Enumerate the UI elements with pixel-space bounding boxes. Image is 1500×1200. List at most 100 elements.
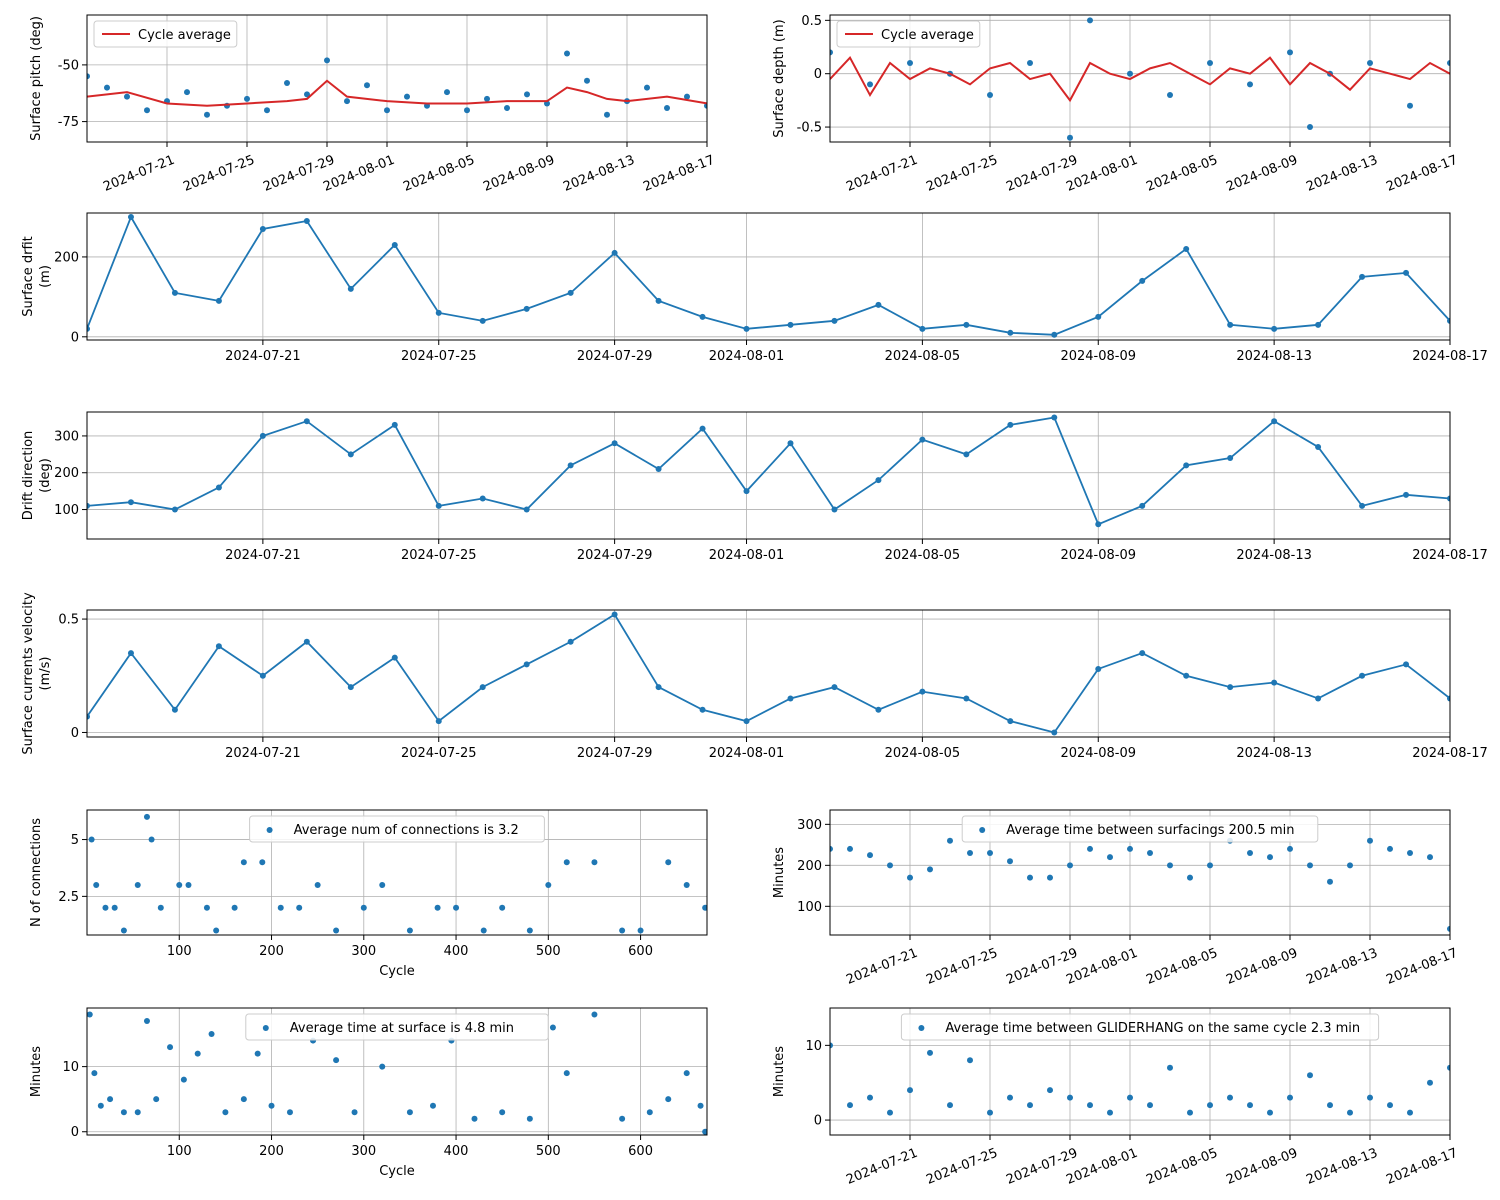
x-tick-label: 2024-08-17 — [1384, 153, 1460, 195]
panel-velocity: 2024-07-21 2024-07-25 2024-07-29 2024-08-01… — [21, 592, 1488, 761]
data-point — [1287, 49, 1293, 56]
data-point — [963, 695, 970, 702]
data-point — [526, 1115, 533, 1122]
data-point — [1403, 491, 1410, 498]
data-point — [787, 440, 794, 447]
data-point — [464, 107, 470, 114]
data-point — [867, 1094, 873, 1101]
data-point — [347, 451, 354, 458]
data-point — [1447, 925, 1450, 932]
y-axis-label: Minutes — [772, 847, 787, 898]
x-tick-label: 2024-08-05 — [1144, 1146, 1220, 1188]
data-point — [303, 418, 310, 425]
data-point — [1187, 874, 1193, 881]
data-point — [1447, 1064, 1450, 1071]
legend-label: Average time between GLIDERHANG on the s… — [945, 1021, 1360, 1036]
x-tick-label: 2024-07-25 — [181, 153, 257, 195]
x-tick-label: 600 — [628, 1144, 653, 1159]
data-point — [684, 93, 690, 100]
data-point — [471, 1115, 478, 1122]
axes-frame — [86, 809, 708, 936]
x-tick-label: 2024-08-13 — [1304, 153, 1380, 195]
data-point — [1067, 134, 1073, 141]
data-point — [646, 1109, 653, 1116]
data-point — [240, 1096, 247, 1103]
data-point — [259, 432, 266, 439]
legend-label: Cycle average — [138, 28, 231, 43]
x-tick-label: 2024-08-17 — [641, 153, 717, 195]
data-point — [887, 862, 893, 869]
data-point — [1107, 854, 1113, 861]
plot-area — [87, 213, 1450, 338]
axes-frame — [829, 14, 1451, 143]
data-point — [927, 866, 933, 873]
y-axis-label: (m/s) — [38, 657, 53, 691]
data-point — [124, 93, 130, 100]
x-tick-label: 2024-07-21 — [844, 153, 920, 195]
data-point — [185, 882, 192, 888]
data-point — [549, 1024, 556, 1031]
data-point — [545, 882, 552, 888]
data-point — [1427, 1079, 1433, 1086]
data-point — [347, 684, 354, 691]
legend-marker-swatch — [918, 1025, 925, 1031]
data-point — [665, 859, 672, 866]
data-point — [143, 813, 150, 820]
data-point — [919, 436, 926, 443]
plot-area — [830, 837, 1450, 932]
x-tick-label: 2024-07-25 — [924, 1146, 1000, 1188]
data-point — [523, 305, 530, 312]
data-point — [222, 1109, 229, 1116]
x-tick-label: 2024-07-25 — [401, 548, 477, 563]
data-point — [875, 477, 882, 484]
data-point — [384, 107, 390, 114]
x-tick-label: 2024-08-09 — [481, 153, 557, 195]
data-point — [907, 60, 913, 67]
data-point — [434, 904, 441, 911]
data-point — [1207, 60, 1213, 67]
data-point — [259, 225, 266, 232]
data-point — [1271, 325, 1278, 332]
x-tick-label: 500 — [536, 944, 561, 959]
data-point — [655, 297, 662, 304]
data-point — [314, 882, 321, 888]
legend-label: Average time between surfacings 200.5 mi… — [1006, 823, 1294, 838]
data-point — [1007, 421, 1014, 428]
data-point — [1447, 60, 1450, 67]
data-point — [1315, 443, 1322, 450]
panel-direction: 2024-07-21 2024-07-25 2024-07-29 2024-08-01… — [21, 411, 1488, 563]
data-point — [406, 927, 413, 934]
data-point — [567, 462, 574, 469]
data-point — [1367, 60, 1373, 67]
data-point — [683, 882, 690, 888]
y-tick-label: -75 — [58, 115, 79, 130]
data-point — [1247, 81, 1253, 88]
legend-box — [900, 1013, 1380, 1041]
data-point — [1087, 17, 1093, 24]
data-point — [479, 317, 486, 324]
data-point — [87, 1011, 93, 1018]
data-point — [875, 706, 882, 713]
data-point — [1227, 1094, 1233, 1101]
legend-box — [93, 20, 238, 48]
data-point — [1359, 672, 1366, 679]
data-point — [391, 654, 398, 661]
data-point — [787, 695, 794, 702]
x-tick-label: 400 — [444, 944, 469, 959]
data-point — [148, 836, 155, 843]
x-tick-label: 2024-08-09 — [1224, 1146, 1300, 1188]
data-point — [830, 49, 833, 56]
panel-gliderhang: 2024-07-21 2024-07-25 2024-07-292024-08-01… — [772, 1007, 1460, 1188]
y-tick-label: 0 — [71, 1125, 79, 1140]
y-tick-label: 10 — [62, 1060, 79, 1075]
x-tick-label: 2024-08-05 — [885, 746, 961, 761]
y-axis-label: Minutes — [29, 1046, 44, 1097]
data-point — [563, 859, 570, 866]
x-tick-label: 2024-07-21 — [844, 946, 920, 988]
data-point — [453, 904, 460, 911]
data-point — [504, 104, 510, 111]
y-tick-label: 300 — [797, 818, 822, 833]
panel-connections: 100 200 300 400 500 600 2.5 5 Average num of con… — [29, 809, 708, 979]
data-point — [947, 837, 953, 844]
y-tick-label: -0.5 — [797, 121, 822, 136]
